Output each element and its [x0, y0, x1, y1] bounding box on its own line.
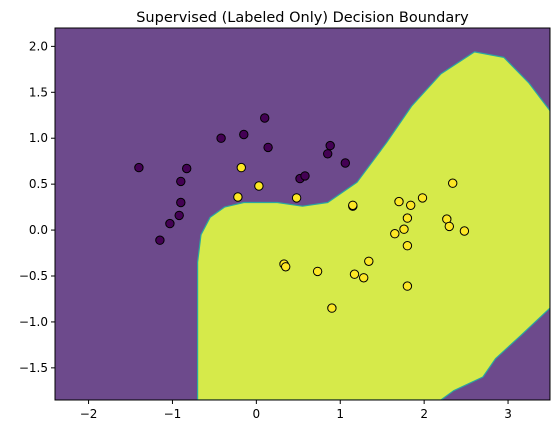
data-point-class-0 [216, 133, 226, 143]
y-tick-label: 1.0 [29, 131, 48, 145]
data-point-class-1 [236, 162, 247, 173]
data-point-class-1 [417, 193, 428, 203]
y-tick-label: −1.5 [19, 361, 48, 375]
x-tick-label: 1 [336, 407, 344, 421]
x-axis: −2 −1 0 1 2 3 [80, 400, 512, 421]
axes-frame [54, 27, 551, 401]
data-point-class-1 [291, 193, 302, 203]
data-point-class-1 [327, 303, 337, 313]
data-point-class-0 [263, 142, 273, 153]
y-tick-label: 0.0 [29, 223, 48, 237]
data-point-class-1 [364, 256, 374, 266]
data-point-class-0 [176, 176, 186, 187]
data-point-class-1 [402, 241, 413, 251]
y-tick-label: 2.0 [29, 39, 48, 53]
x-tick-label: −1 [164, 407, 182, 421]
data-point-class-0 [260, 113, 270, 123]
data-point-class-1 [359, 273, 369, 283]
data-point-class-1 [312, 266, 323, 277]
data-point-class-1 [459, 226, 470, 236]
data-point-class-1 [406, 200, 416, 211]
data-point-class-1 [390, 229, 400, 239]
data-point-class-1 [448, 178, 458, 188]
chart-title: Supervised (Labeled Only) Decision Bound… [136, 10, 469, 26]
data-point-class-1 [402, 281, 413, 291]
data-point-class-0 [176, 197, 186, 208]
data-point-class-1 [349, 269, 360, 279]
data-point-class-0 [340, 158, 350, 168]
data-point-class-1 [399, 224, 409, 234]
y-tick-label: −1.0 [19, 315, 48, 329]
data-point-class-1 [444, 221, 454, 232]
data-point-class-1 [254, 181, 264, 191]
data-point-class-0 [325, 140, 335, 151]
x-tick-label: 3 [504, 407, 512, 421]
x-tick-label: 0 [253, 407, 261, 421]
x-tick-label: 2 [420, 407, 428, 421]
data-point-class-0 [174, 210, 184, 221]
x-tick-label: −2 [80, 407, 98, 421]
data-point-class-0 [300, 171, 310, 181]
data-point-class-0 [182, 163, 192, 174]
data-point-class-1 [394, 196, 404, 207]
region-class-1 [197, 51, 550, 400]
data-point-class-0 [155, 235, 165, 245]
data-point-class-1 [402, 213, 413, 223]
data-point-class-0 [323, 149, 333, 159]
data-point-class-0 [134, 162, 144, 173]
y-tick-label: 1.5 [29, 85, 48, 99]
data-point-class-1 [348, 200, 358, 211]
plot-area [55, 28, 550, 400]
scatter-points [134, 113, 470, 313]
y-tick-label: −0.5 [19, 269, 48, 283]
data-point-class-1 [281, 262, 291, 272]
y-axis: −1.5 −1.0 −0.5 0.0 0.5 1.0 1.5 2.0 [19, 39, 55, 375]
data-point-class-0 [165, 218, 175, 229]
data-point-class-1 [233, 192, 243, 202]
data-point-class-0 [239, 129, 249, 140]
y-tick-label: 0.5 [29, 177, 48, 191]
